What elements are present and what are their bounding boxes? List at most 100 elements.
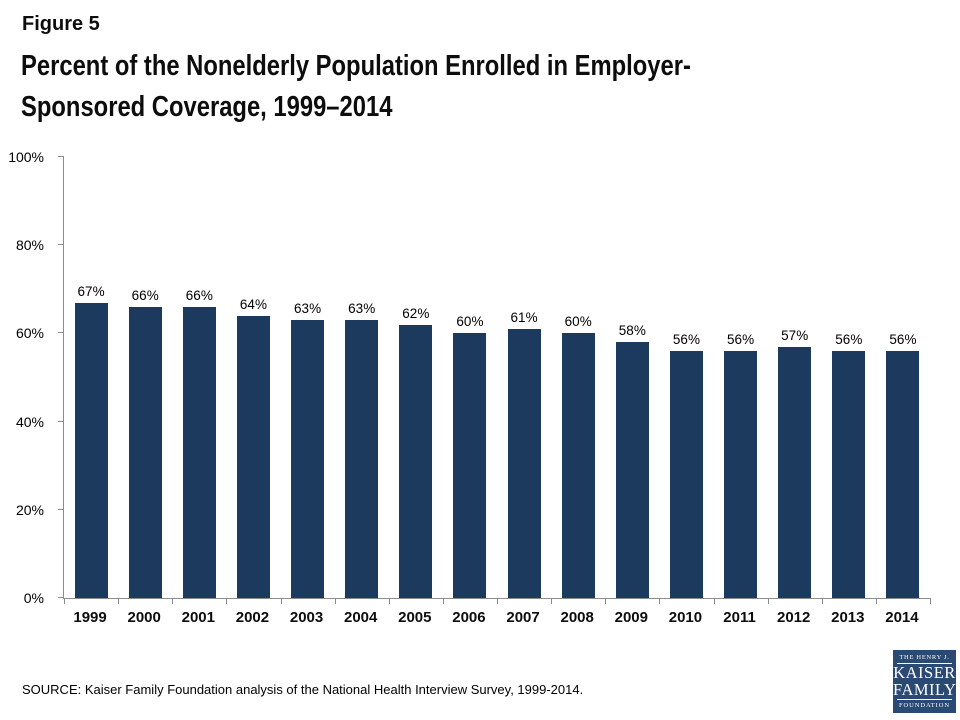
x-tick-16	[930, 598, 931, 604]
x-tick-4	[280, 598, 282, 604]
x-axis-label-2003: 2003	[289, 609, 324, 626]
bar-2008	[561, 333, 595, 598]
bar-column-1999: 67%	[64, 157, 118, 598]
bar-column-2012: 57%	[768, 157, 822, 598]
x-tick-7	[442, 598, 444, 604]
bar-value-label-2006: 60%	[456, 314, 484, 330]
x-axis-label-2013: 2013	[831, 609, 865, 626]
bar-value-label-2003: 63%	[294, 301, 322, 317]
bar-2004	[345, 320, 379, 598]
y-axis-label-100%: 100%	[8, 149, 44, 165]
bar-column-2013: 56%	[822, 157, 876, 598]
source-note: SOURCE: Kaiser Family Foundation analysi…	[22, 682, 584, 697]
x-axis-label-1999: 1999	[73, 609, 107, 626]
logo-line-kaiser: KAISER	[893, 663, 956, 682]
x-tick-2	[172, 598, 174, 604]
x-axis-label-2010: 2010	[668, 609, 703, 626]
x-tick-1	[118, 598, 120, 604]
bar-value-label-2008: 60%	[564, 314, 592, 330]
bar-2001	[182, 306, 216, 598]
bar-column-2003: 63%	[281, 157, 335, 598]
x-axis-label-2011: 2011	[723, 609, 756, 626]
y-tick-80%	[58, 244, 64, 246]
x-axis-label-2001: 2001	[181, 609, 215, 626]
x-axis-label-2008: 2008	[560, 609, 594, 626]
bar-value-label-2005: 62%	[402, 305, 430, 321]
bar-column-2002: 64%	[226, 157, 280, 598]
bar-2012	[778, 346, 812, 598]
x-tick-5	[334, 598, 336, 604]
bar-value-label-2012: 57%	[781, 327, 809, 343]
bar-2003	[291, 320, 325, 598]
bar-column-2011: 56%	[714, 157, 768, 598]
bar-column-2004: 63%	[335, 157, 389, 598]
bar-column-2000: 66%	[118, 157, 172, 598]
x-tick-15	[875, 598, 877, 604]
x-axis-label-2000: 2000	[127, 609, 161, 626]
bar-2013	[832, 351, 866, 598]
bar-value-label-2001: 66%	[185, 287, 213, 303]
bar-value-label-1999: 67%	[77, 283, 105, 299]
x-tick-6	[388, 598, 390, 604]
bar-column-2001: 66%	[172, 157, 226, 598]
y-tick-60%	[58, 332, 64, 334]
logo-line-family: FAMILY	[893, 680, 957, 699]
y-axis-label-60%: 60%	[15, 325, 44, 342]
bar-chart-plot-area: 0% 20% 40% 60% 80% 100% 67% 66% 66% 64% 63% 63% 62%…	[8, 149, 931, 606]
chart-title-line1: Percent of the Nonelderly Population Enr…	[21, 50, 691, 82]
logo-line-foundation: FOUNDATION	[897, 699, 952, 709]
bar-value-label-2000: 66%	[131, 287, 159, 303]
x-axis-label-2012: 2012	[777, 609, 811, 626]
bar-value-label-2010: 56%	[672, 332, 700, 348]
x-axis-label-2014: 2014	[885, 609, 919, 626]
bar-value-label-2014: 56%	[889, 332, 917, 348]
y-axis-labels: 0% 20% 40% 60% 80% 100%	[2, 149, 54, 606]
chart-title-line2: Sponsored Coverage, 1999–2014	[21, 91, 393, 123]
x-tick-10	[605, 598, 607, 604]
bar-column-2014: 56%	[876, 157, 930, 598]
bar-series: 67% 66% 66% 64% 63% 63% 62% 60% 61% 60% 58% 56% 56% 5…	[64, 157, 930, 598]
y-tick-0%	[58, 597, 64, 598]
bar-value-label-2004: 63%	[348, 301, 376, 317]
y-tick-100%	[58, 156, 64, 157]
bar-2005	[399, 324, 433, 598]
bar-column-2010: 56%	[659, 157, 713, 598]
x-tick-12	[713, 598, 715, 604]
x-axis-label-2006: 2006	[452, 609, 486, 626]
bar-2007	[507, 329, 541, 598]
bar-column-2009: 58%	[605, 157, 659, 598]
y-axis-label-80%: 80%	[15, 237, 44, 254]
x-axis-label-2002: 2002	[235, 609, 270, 626]
x-axis-label-2004: 2004	[344, 609, 378, 626]
y-axis-label-20%: 20%	[15, 501, 44, 518]
x-axis-label-2009: 2009	[614, 609, 648, 626]
bar-2010	[669, 351, 703, 598]
x-tick-13	[767, 598, 769, 604]
x-tick-14	[821, 598, 823, 604]
bar-column-2008: 60%	[551, 157, 605, 598]
bar-value-label-2009: 58%	[618, 323, 646, 339]
x-axis-label-2005: 2005	[398, 609, 432, 626]
x-tick-8	[497, 598, 498, 604]
x-axis-labels: 1999 2000 2001 2002 2003 2004 2005 2006 2007 2008…	[63, 609, 929, 626]
x-tick-11	[659, 598, 661, 604]
chart-title: Percent of the Nonelderly Population Enr…	[21, 46, 838, 128]
bar-column-2007: 61%	[497, 157, 551, 598]
x-axis-label-2007: 2007	[506, 609, 540, 626]
bar-2000	[128, 306, 162, 598]
bar-1999	[74, 302, 108, 598]
bar-column-2006: 60%	[443, 157, 497, 598]
bar-value-label-2007: 61%	[510, 310, 538, 325]
bar-2006	[453, 333, 487, 598]
y-tick-40%	[58, 420, 64, 422]
bar-2009	[615, 342, 649, 598]
x-tick-9	[551, 598, 553, 604]
bar-2002	[236, 315, 270, 598]
y-axis-label-0%: 0%	[23, 590, 44, 606]
x-tick-3	[226, 598, 228, 604]
x-tick-0	[64, 598, 65, 604]
bar-value-label-2011: 56%	[727, 332, 755, 348]
bar-value-label-2002: 64%	[239, 296, 267, 312]
bar-2011	[724, 351, 758, 598]
